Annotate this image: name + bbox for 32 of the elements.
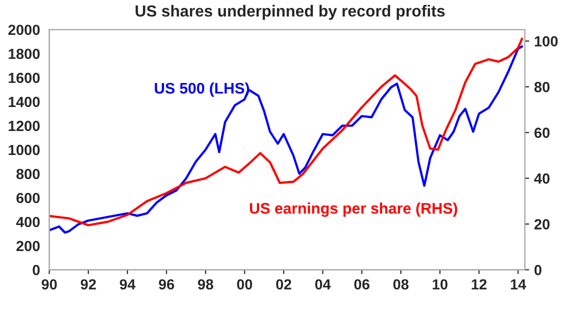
- chart-title: US shares underpinned by record profits: [136, 4, 445, 20]
- x-tick-label: 00: [237, 279, 252, 290]
- y-tick-label: 200: [16, 240, 40, 252]
- y-tick-label: 400: [16, 216, 40, 228]
- x-tick-label: 14: [510, 279, 526, 290]
- y-tick-label: 800: [16, 168, 40, 180]
- y-tick-label: 1200: [8, 120, 40, 132]
- y2-tick-label: 100: [534, 36, 558, 46]
- x-tick-label: 12: [472, 279, 487, 290]
- y-tick-label: 1400: [8, 96, 40, 108]
- y-tick-label: 600: [16, 192, 40, 204]
- x-tick-label: 06: [354, 279, 370, 290]
- y-tick-label: 1000: [8, 144, 40, 156]
- x-tick-label: 94: [120, 279, 136, 290]
- y-tick-label: 1800: [8, 48, 40, 60]
- x-tick-label: 90: [42, 279, 57, 290]
- y2-tick-label: 0: [534, 264, 542, 276]
- x-tick-label: 08: [393, 279, 409, 290]
- y2-tick-label: 40: [534, 173, 550, 184]
- text: US earnings per share (RHS): [250, 202, 458, 217]
- y-tick-label: 0: [32, 264, 40, 276]
- y2-tick-label: 60: [534, 128, 550, 138]
- x-tick-label: 10: [432, 279, 448, 290]
- y-tick-label: 2000: [8, 24, 40, 36]
- x-tick-label: 96: [158, 279, 174, 290]
- y2-tick-label: 80: [534, 82, 550, 92]
- x-tick-label: 04: [315, 279, 331, 290]
- x-tick-label: 98: [198, 279, 214, 290]
- x-tick-label: 02: [276, 279, 292, 290]
- y2-tick-label: 20: [534, 219, 550, 230]
- y-tick-label: 1600: [8, 72, 40, 84]
- x-tick-label: 92: [80, 279, 96, 290]
